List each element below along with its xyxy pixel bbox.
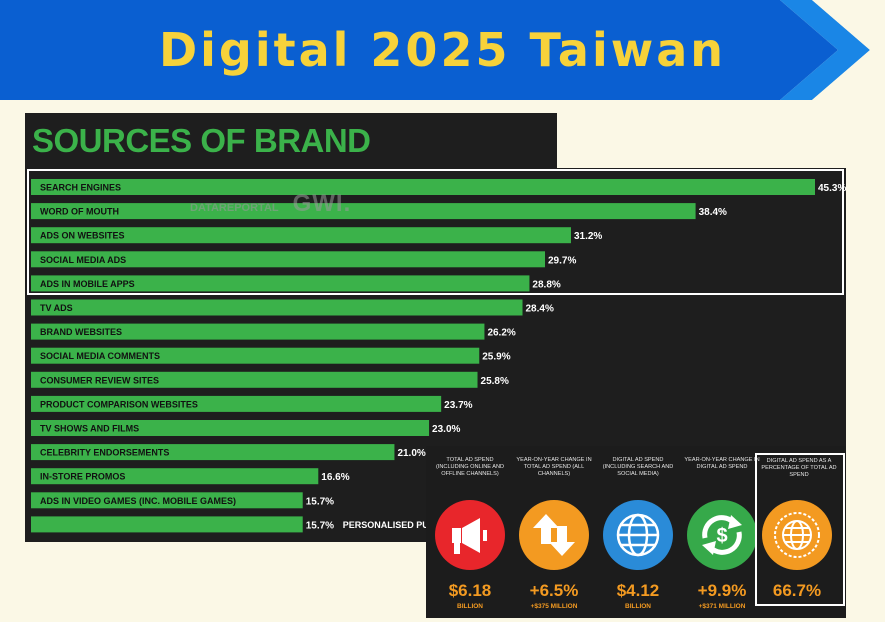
bar-value-label: 16.6% bbox=[321, 472, 349, 483]
stat-caption: DIGITAL AD SPEND (INCLUDING SEARCH AND S… bbox=[602, 457, 674, 477]
stat-sub: BILLION bbox=[625, 603, 651, 610]
bar bbox=[31, 468, 319, 485]
bar-value-label: 25.9% bbox=[482, 352, 510, 363]
bar-value-label: 26.2% bbox=[487, 328, 515, 339]
bar bbox=[31, 516, 303, 533]
bar-category-label: ADS IN VIDEO GAMES (INC. MOBILE GAMES) bbox=[40, 496, 236, 506]
bar-value-label: 23.7% bbox=[444, 400, 472, 411]
stat-sub: +$375 MILLION bbox=[530, 603, 578, 610]
bar-value-label: 38.4% bbox=[699, 207, 727, 218]
bar bbox=[31, 371, 478, 388]
dollar-cycle-icon: $ bbox=[687, 500, 757, 570]
bar-category-label: PRODUCT COMPARISON WEBSITES bbox=[40, 399, 198, 409]
bar-category-label: TV SHOWS AND FILMS bbox=[40, 424, 139, 434]
bars-group: 45.3% SEARCH ENGINES 38.4% WORD OF MOUTH 31.… bbox=[31, 179, 846, 533]
bar bbox=[31, 203, 696, 220]
bar-category-label: ADS ON WEBSITES bbox=[40, 231, 125, 241]
header-banner: Digital 2025 Taiwan bbox=[0, 0, 885, 100]
stat-total-ad-spend-change: YEAR-ON-YEAR CHANGE IN TOTAL AD SPEND (A… bbox=[512, 446, 596, 618]
bar bbox=[31, 492, 303, 509]
bar-value-label: 45.3% bbox=[818, 183, 846, 194]
bar bbox=[31, 323, 485, 340]
up-down-arrows-icon bbox=[519, 500, 589, 570]
stat-sub: BILLION bbox=[457, 603, 483, 610]
page-title: Digital 2025 Taiwan bbox=[158, 23, 727, 77]
ad-spend-stats-panel: TOTAL AD SPEND (INCLUDING ONLINE AND OFF… bbox=[426, 446, 846, 618]
bar-value-label: 15.7% bbox=[306, 496, 334, 507]
globe-icon bbox=[603, 500, 673, 570]
bar-value-label: 31.2% bbox=[574, 231, 602, 242]
bar-value-label: 21.0% bbox=[397, 448, 425, 459]
bar-category-label: BRAND WEBSITES bbox=[40, 327, 122, 337]
bar-value-label: 15.7% bbox=[306, 520, 334, 531]
stat-sub: +$371 MILLION bbox=[698, 603, 746, 610]
bar bbox=[31, 227, 571, 244]
bar-category-label: WORD OF MOUTH bbox=[40, 207, 119, 217]
stat-caption: TOTAL AD SPEND (INCLUDING ONLINE AND OFF… bbox=[435, 457, 505, 477]
top-five-highlight-frame bbox=[27, 169, 844, 295]
bar-category-label: IN-STORE PROMOS bbox=[40, 472, 125, 482]
svg-text:$: $ bbox=[716, 525, 727, 547]
stat-digital-ad-spend: DIGITAL AD SPEND (INCLUDING SEARCH AND S… bbox=[596, 446, 680, 618]
bar-category-label: ADS IN MOBILE APPS bbox=[40, 279, 135, 289]
stat-caption: DIGITAL AD SPEND AS A PERCENTAGE OF TOTA… bbox=[761, 458, 837, 478]
bar-value-label: 29.7% bbox=[548, 255, 576, 266]
bar-category-label: PERSONALISED PURC bbox=[343, 520, 443, 530]
watermark-brand: GWI. bbox=[292, 190, 352, 217]
bar bbox=[31, 444, 395, 461]
bar-value-label: 25.8% bbox=[481, 376, 509, 387]
stat-caption: YEAR-ON-YEAR CHANGE IN DIGITAL AD SPEND bbox=[684, 457, 760, 470]
bar-category-label: SOCIAL MEDIA ADS bbox=[40, 255, 126, 265]
globe-badge-icon bbox=[762, 500, 832, 570]
bar bbox=[31, 275, 530, 292]
bar-category-label: CELEBRITY ENDORSEMENTS bbox=[40, 448, 169, 458]
stat-value: +6.5% bbox=[529, 581, 579, 600]
chart-title-panel: SOURCES OF BRAND DISCOVERY bbox=[25, 113, 557, 215]
stat-value: +9.9% bbox=[697, 581, 747, 600]
stat-caption: YEAR-ON-YEAR CHANGE IN TOTAL AD SPEND (A… bbox=[516, 457, 592, 477]
bar bbox=[31, 420, 430, 436]
bar-value-label: 23.0% bbox=[432, 424, 460, 435]
stat-digital-ad-spend-change: YEAR-ON-YEAR CHANGE IN DIGITAL AD SPEND … bbox=[680, 446, 764, 618]
bar-value-label: 28.4% bbox=[526, 304, 554, 315]
bar bbox=[31, 395, 442, 412]
bar bbox=[31, 299, 523, 316]
bar-category-label: SEARCH ENGINES bbox=[40, 183, 121, 193]
bar bbox=[31, 251, 546, 268]
megaphone-icon bbox=[435, 500, 505, 570]
watermark-source: DATAREPORTAL bbox=[190, 202, 279, 214]
stat-value: 66.7% bbox=[772, 581, 822, 600]
stat-digital-share: DIGITAL AD SPEND AS A PERCENTAGE OF TOTA… bbox=[755, 453, 845, 606]
stat-total-ad-spend: TOTAL AD SPEND (INCLUDING ONLINE AND OFF… bbox=[428, 446, 512, 618]
stat-value: $4.12 bbox=[616, 581, 660, 600]
stat-value: $6.18 bbox=[448, 581, 492, 600]
bar-category-label: CONSUMER REVIEW SITES bbox=[40, 375, 159, 385]
bar bbox=[31, 347, 480, 364]
bar-category-label: TV ADS bbox=[40, 303, 73, 313]
bar bbox=[31, 179, 815, 195]
banner-background bbox=[0, 0, 885, 100]
bar-value-label: 28.8% bbox=[532, 279, 560, 290]
watermark: DATAREPORTAL GWI. bbox=[190, 190, 351, 218]
bar-category-label: SOCIAL MEDIA COMMENTS bbox=[40, 351, 160, 361]
